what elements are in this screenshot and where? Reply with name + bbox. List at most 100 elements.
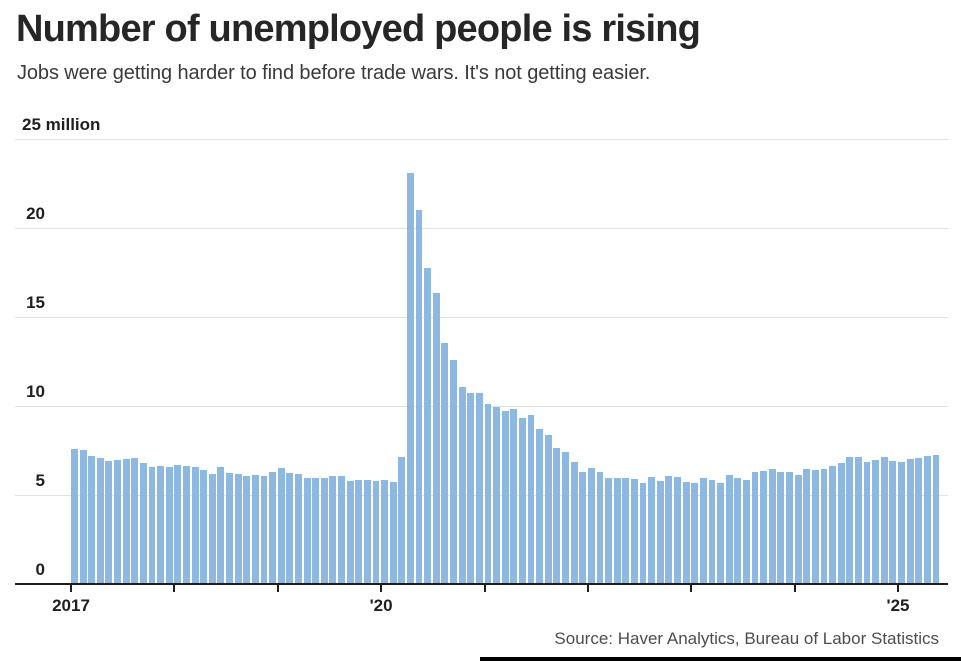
x-axis-label: '20: [369, 596, 393, 615]
bar: [346, 481, 354, 584]
x-axis-tick: [70, 585, 72, 592]
bar: [656, 481, 664, 584]
x-axis-line: [15, 583, 948, 585]
bar: [355, 479, 363, 584]
x-axis-tick: [690, 585, 693, 592]
x-axis-tick: [380, 585, 383, 592]
bar: [915, 458, 923, 584]
x-axis-tick: [483, 585, 486, 592]
bar: [406, 172, 414, 584]
bar: [846, 456, 854, 584]
bar: [872, 459, 880, 584]
gridline: [15, 228, 948, 229]
bar: [605, 477, 613, 584]
bar: [303, 478, 311, 584]
chart-title: Number of unemployed people is rising: [16, 8, 701, 50]
bar: [742, 480, 750, 584]
bar: [777, 472, 785, 584]
bar: [682, 482, 690, 584]
bar: [381, 479, 389, 584]
bar: [570, 461, 578, 584]
x-axis-label: '25: [886, 596, 910, 615]
bar: [450, 360, 457, 584]
bar: [674, 476, 681, 584]
bar: [458, 387, 466, 584]
bar: [372, 480, 380, 584]
bar: [587, 468, 595, 584]
y-axis-label: 5: [35, 471, 45, 490]
bar: [768, 469, 776, 584]
bar: [923, 456, 931, 584]
bar: [484, 403, 492, 584]
bar: [475, 392, 483, 584]
bar: [139, 463, 147, 584]
bar: [622, 477, 630, 584]
bar: [389, 482, 397, 584]
x-axis-label: 2017: [52, 596, 90, 615]
bar: [131, 457, 139, 584]
bar: [751, 471, 759, 584]
bar: [932, 455, 940, 584]
bar: [837, 462, 845, 584]
bar: [829, 465, 836, 584]
bar: [510, 409, 518, 584]
bar: [71, 449, 78, 584]
x-axis-tick: [897, 585, 899, 592]
bar: [699, 478, 707, 584]
bar: [329, 476, 337, 584]
y-axis-label: 0: [35, 560, 45, 579]
y-axis-label: 25 million: [22, 115, 101, 134]
bar: [854, 457, 862, 584]
bar: [596, 472, 604, 584]
bar: [174, 464, 182, 584]
bar: [880, 457, 888, 584]
bar: [725, 475, 733, 584]
bar: [579, 471, 587, 584]
y-axis-label: 10: [26, 382, 45, 401]
bar: [863, 462, 871, 584]
bar: [613, 478, 621, 584]
source-attribution: Source: Haver Analytics, Bureau of Labor…: [554, 629, 939, 648]
bar: [398, 456, 406, 584]
bar: [96, 457, 104, 584]
bar: [294, 473, 302, 584]
bar: [734, 477, 742, 584]
bar: [906, 458, 914, 584]
bar: [665, 476, 673, 584]
bar: [518, 418, 526, 584]
bar: [243, 476, 251, 584]
x-axis-tick: [586, 585, 589, 592]
bar: [105, 460, 113, 584]
bar: [148, 466, 156, 584]
gridline: [15, 139, 948, 140]
bar: [432, 293, 440, 584]
bar: [226, 472, 233, 584]
bar: [467, 392, 475, 584]
bar: [691, 482, 699, 584]
bar: [277, 467, 285, 584]
bar: [889, 461, 897, 584]
bar: [898, 462, 905, 584]
footer-rule: [480, 657, 961, 661]
bar: [630, 478, 638, 584]
bar: [363, 479, 371, 584]
bar: [320, 477, 328, 584]
bar: [114, 459, 121, 584]
bar: [536, 429, 544, 584]
x-axis-tick: [173, 585, 176, 592]
bar: [639, 483, 647, 584]
x-axis-tick: [793, 585, 796, 592]
bar: [183, 465, 190, 584]
bar: [501, 411, 509, 584]
bar: [415, 210, 423, 584]
bar: [562, 451, 569, 584]
bar: [338, 476, 345, 584]
bar: [234, 473, 242, 584]
bar: [200, 469, 208, 584]
bar: [527, 415, 535, 584]
gridline: [15, 317, 948, 318]
bar: [79, 450, 87, 584]
bar: [717, 483, 725, 584]
